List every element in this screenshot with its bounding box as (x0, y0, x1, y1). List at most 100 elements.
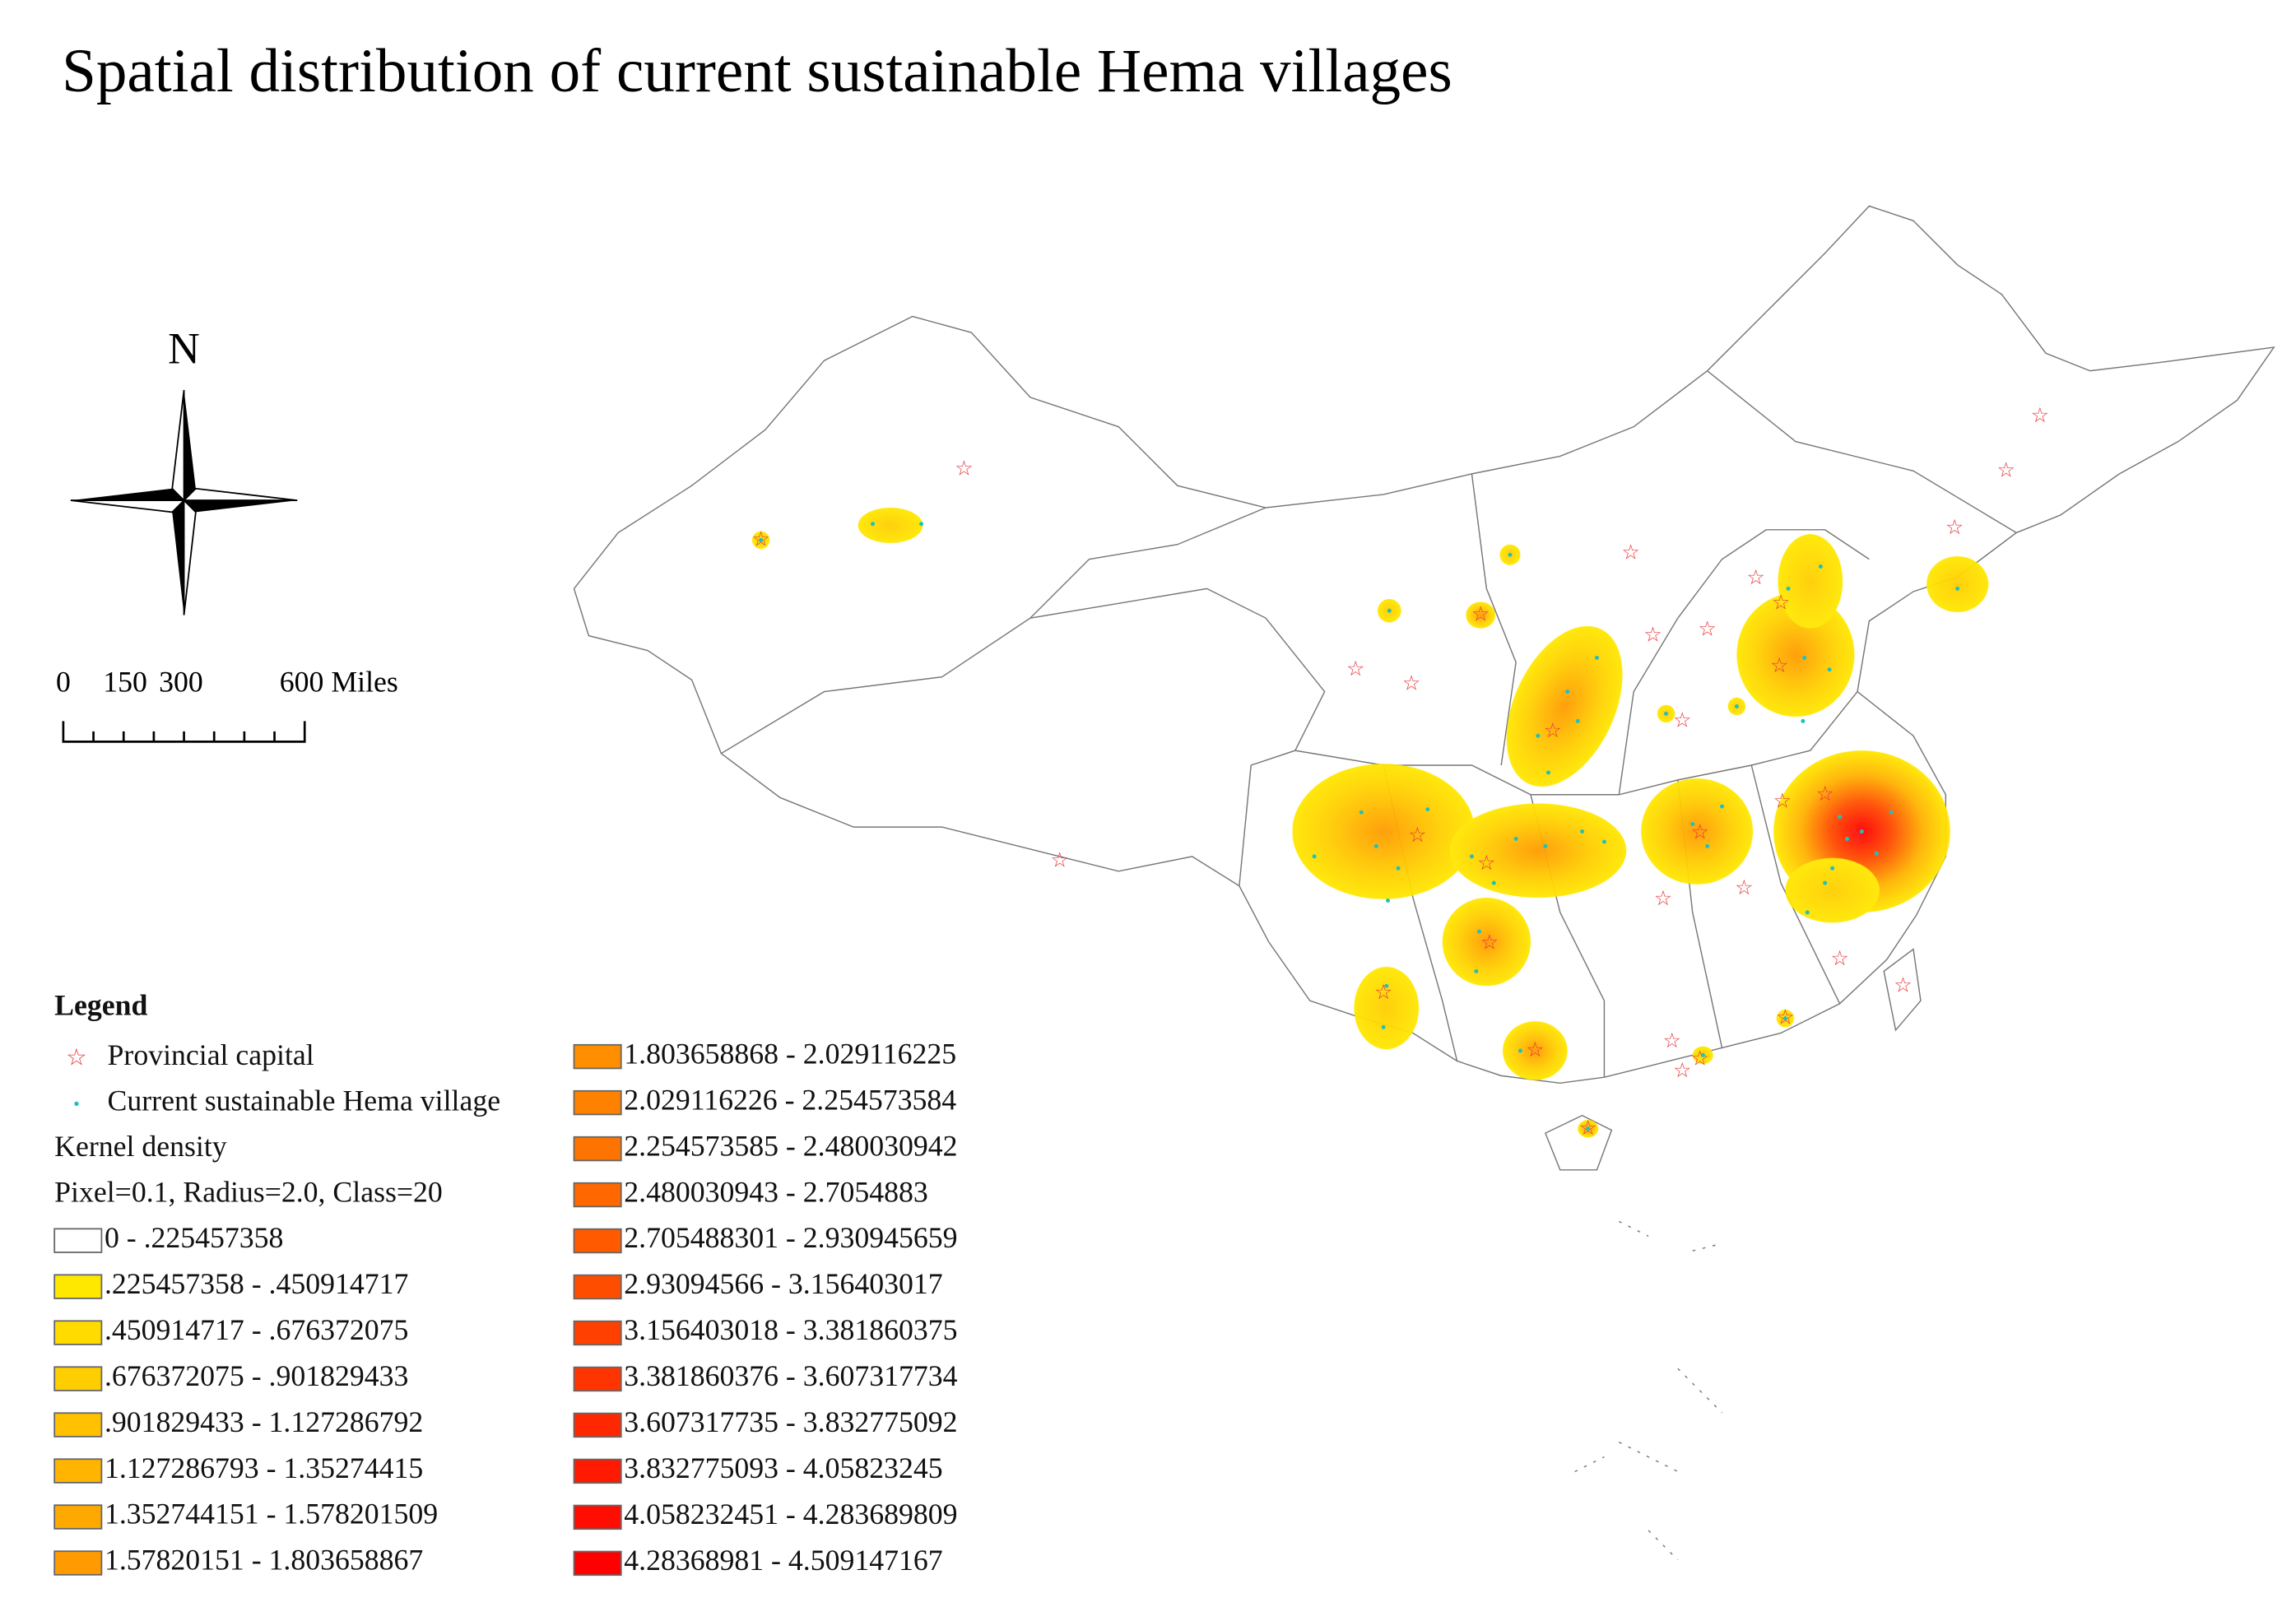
capital-star: ☆ (1477, 851, 1495, 875)
capital-star: ☆ (1471, 602, 1490, 626)
village-point (1476, 929, 1481, 934)
capital-symbol: ☆ (66, 1045, 87, 1071)
village-point (1827, 667, 1832, 672)
capital-star: ☆ (1408, 823, 1426, 847)
legend-swatch (573, 1043, 622, 1070)
scale-bar: 0 150 300 600 Miles (56, 666, 398, 743)
capital-star: ☆ (1690, 820, 1708, 843)
capital-star: ☆ (1773, 789, 1792, 813)
legend-label: 2.93094566 - 3.156403017 (624, 1267, 942, 1300)
legend-swatch (573, 1089, 622, 1116)
village-point (1425, 807, 1430, 812)
capital-star: ☆ (1746, 565, 1764, 589)
capital-star: ☆ (1654, 886, 1672, 910)
capital-star: ☆ (1996, 457, 2015, 481)
village-point (1830, 866, 1835, 871)
legend-label: Kernel density (54, 1130, 227, 1163)
village-point (1384, 983, 1389, 988)
legend-label: 1.127286793 - 1.35274415 (105, 1451, 423, 1484)
capital-star: ☆ (1815, 782, 1834, 806)
scale-label: 600 Miles (280, 666, 398, 699)
village-point (1474, 968, 1479, 973)
capital-star: ☆ (1402, 671, 1420, 695)
legend-swatch (53, 1504, 103, 1530)
capital-star: ☆ (1770, 653, 1788, 677)
capital-star: ☆ (1830, 946, 1848, 970)
village-point (1543, 843, 1548, 848)
legend-label: .450914717 - .676372075 (105, 1313, 408, 1346)
village-point (1664, 711, 1669, 716)
legend-label: 2.705488301 - 2.930945659 (624, 1221, 957, 1254)
village-point (1381, 1024, 1386, 1029)
village-point (1823, 880, 1828, 885)
village-point (1536, 733, 1541, 738)
legend-swatch (573, 1412, 622, 1438)
scale-label: 150 (103, 666, 147, 699)
village-point (1580, 829, 1585, 834)
legend-label: 4.058232451 - 4.283689809 (624, 1498, 957, 1530)
north-label: N (168, 324, 200, 374)
village-point (1508, 552, 1513, 557)
capital-star: ☆ (1643, 623, 1662, 647)
village-point (1801, 718, 1806, 723)
legend-label: .901829433 - 1.127286792 (105, 1405, 423, 1438)
legend-swatch (573, 1458, 622, 1484)
legend-label: 2.480030943 - 2.7054883 (624, 1175, 927, 1208)
village-point (1889, 810, 1894, 815)
village-point (1859, 829, 1864, 834)
legend-swatch (573, 1228, 622, 1254)
legend-label: 4.28368981 - 4.509147167 (624, 1544, 942, 1577)
legend-swatch (53, 1228, 103, 1253)
legend-label: 2.254573585 - 2.480030942 (624, 1129, 957, 1162)
legend-label: 2.029116226 - 2.254573584 (624, 1083, 956, 1116)
hema-villages (759, 522, 1960, 1131)
village-point (1517, 1048, 1522, 1053)
legend-label: .225457358 - .450914717 (105, 1267, 408, 1300)
legend-swatch (573, 1320, 622, 1346)
village-point (1586, 1126, 1591, 1131)
village-point (1955, 586, 1960, 591)
village-symbol (74, 1101, 79, 1107)
capital-star: ☆ (1772, 590, 1790, 614)
legend-label: 0 - .225457358 (105, 1221, 283, 1254)
legend-swatch (53, 1550, 103, 1576)
capital-star: ☆ (1480, 930, 1499, 954)
village-point (1818, 564, 1823, 569)
legend-label: 3.607317735 - 3.832775092 (624, 1405, 957, 1438)
village-point (1396, 866, 1401, 871)
capital-star: ☆ (1698, 616, 1716, 640)
legend-label: Provincial capital (108, 1038, 314, 1071)
legend-swatch (573, 1504, 622, 1530)
capital-star: ☆ (1662, 1029, 1680, 1052)
village-point (1786, 586, 1791, 591)
capital-star: ☆ (1374, 980, 1392, 1004)
legend-label: 1.352744151 - 1.578201509 (105, 1498, 438, 1530)
village-point (1705, 843, 1710, 848)
legend-swatch (573, 1274, 622, 1300)
village-point (1359, 810, 1364, 815)
legend-label: 1.57820151 - 1.803658867 (105, 1544, 423, 1577)
capital-star: ☆ (1735, 875, 1753, 899)
village-point (1491, 880, 1496, 885)
capital-star: ☆ (1346, 657, 1364, 680)
village-point (1719, 804, 1725, 809)
capital-star: ☆ (1621, 540, 1639, 564)
legend-swatch (53, 1274, 103, 1299)
village-point (871, 522, 876, 527)
legend-swatch (53, 1412, 103, 1437)
legend-swatch (53, 1366, 103, 1391)
capital-star: ☆ (1673, 1058, 1691, 1082)
village-point (1594, 655, 1599, 660)
legend-swatch (573, 1182, 622, 1208)
scale-label: 0 (56, 666, 71, 699)
capital-star: ☆ (1690, 1047, 1708, 1071)
village-point (1387, 608, 1392, 613)
legend-title: Legend (54, 988, 147, 1021)
capital-star: ☆ (1526, 1038, 1544, 1061)
village-point (1312, 854, 1317, 859)
village-point (1513, 836, 1518, 841)
legend-label: Pixel=0.1, Radius=2.0, Class=20 (54, 1175, 443, 1208)
capital-star: ☆ (1050, 848, 1068, 871)
village-point (919, 522, 924, 527)
